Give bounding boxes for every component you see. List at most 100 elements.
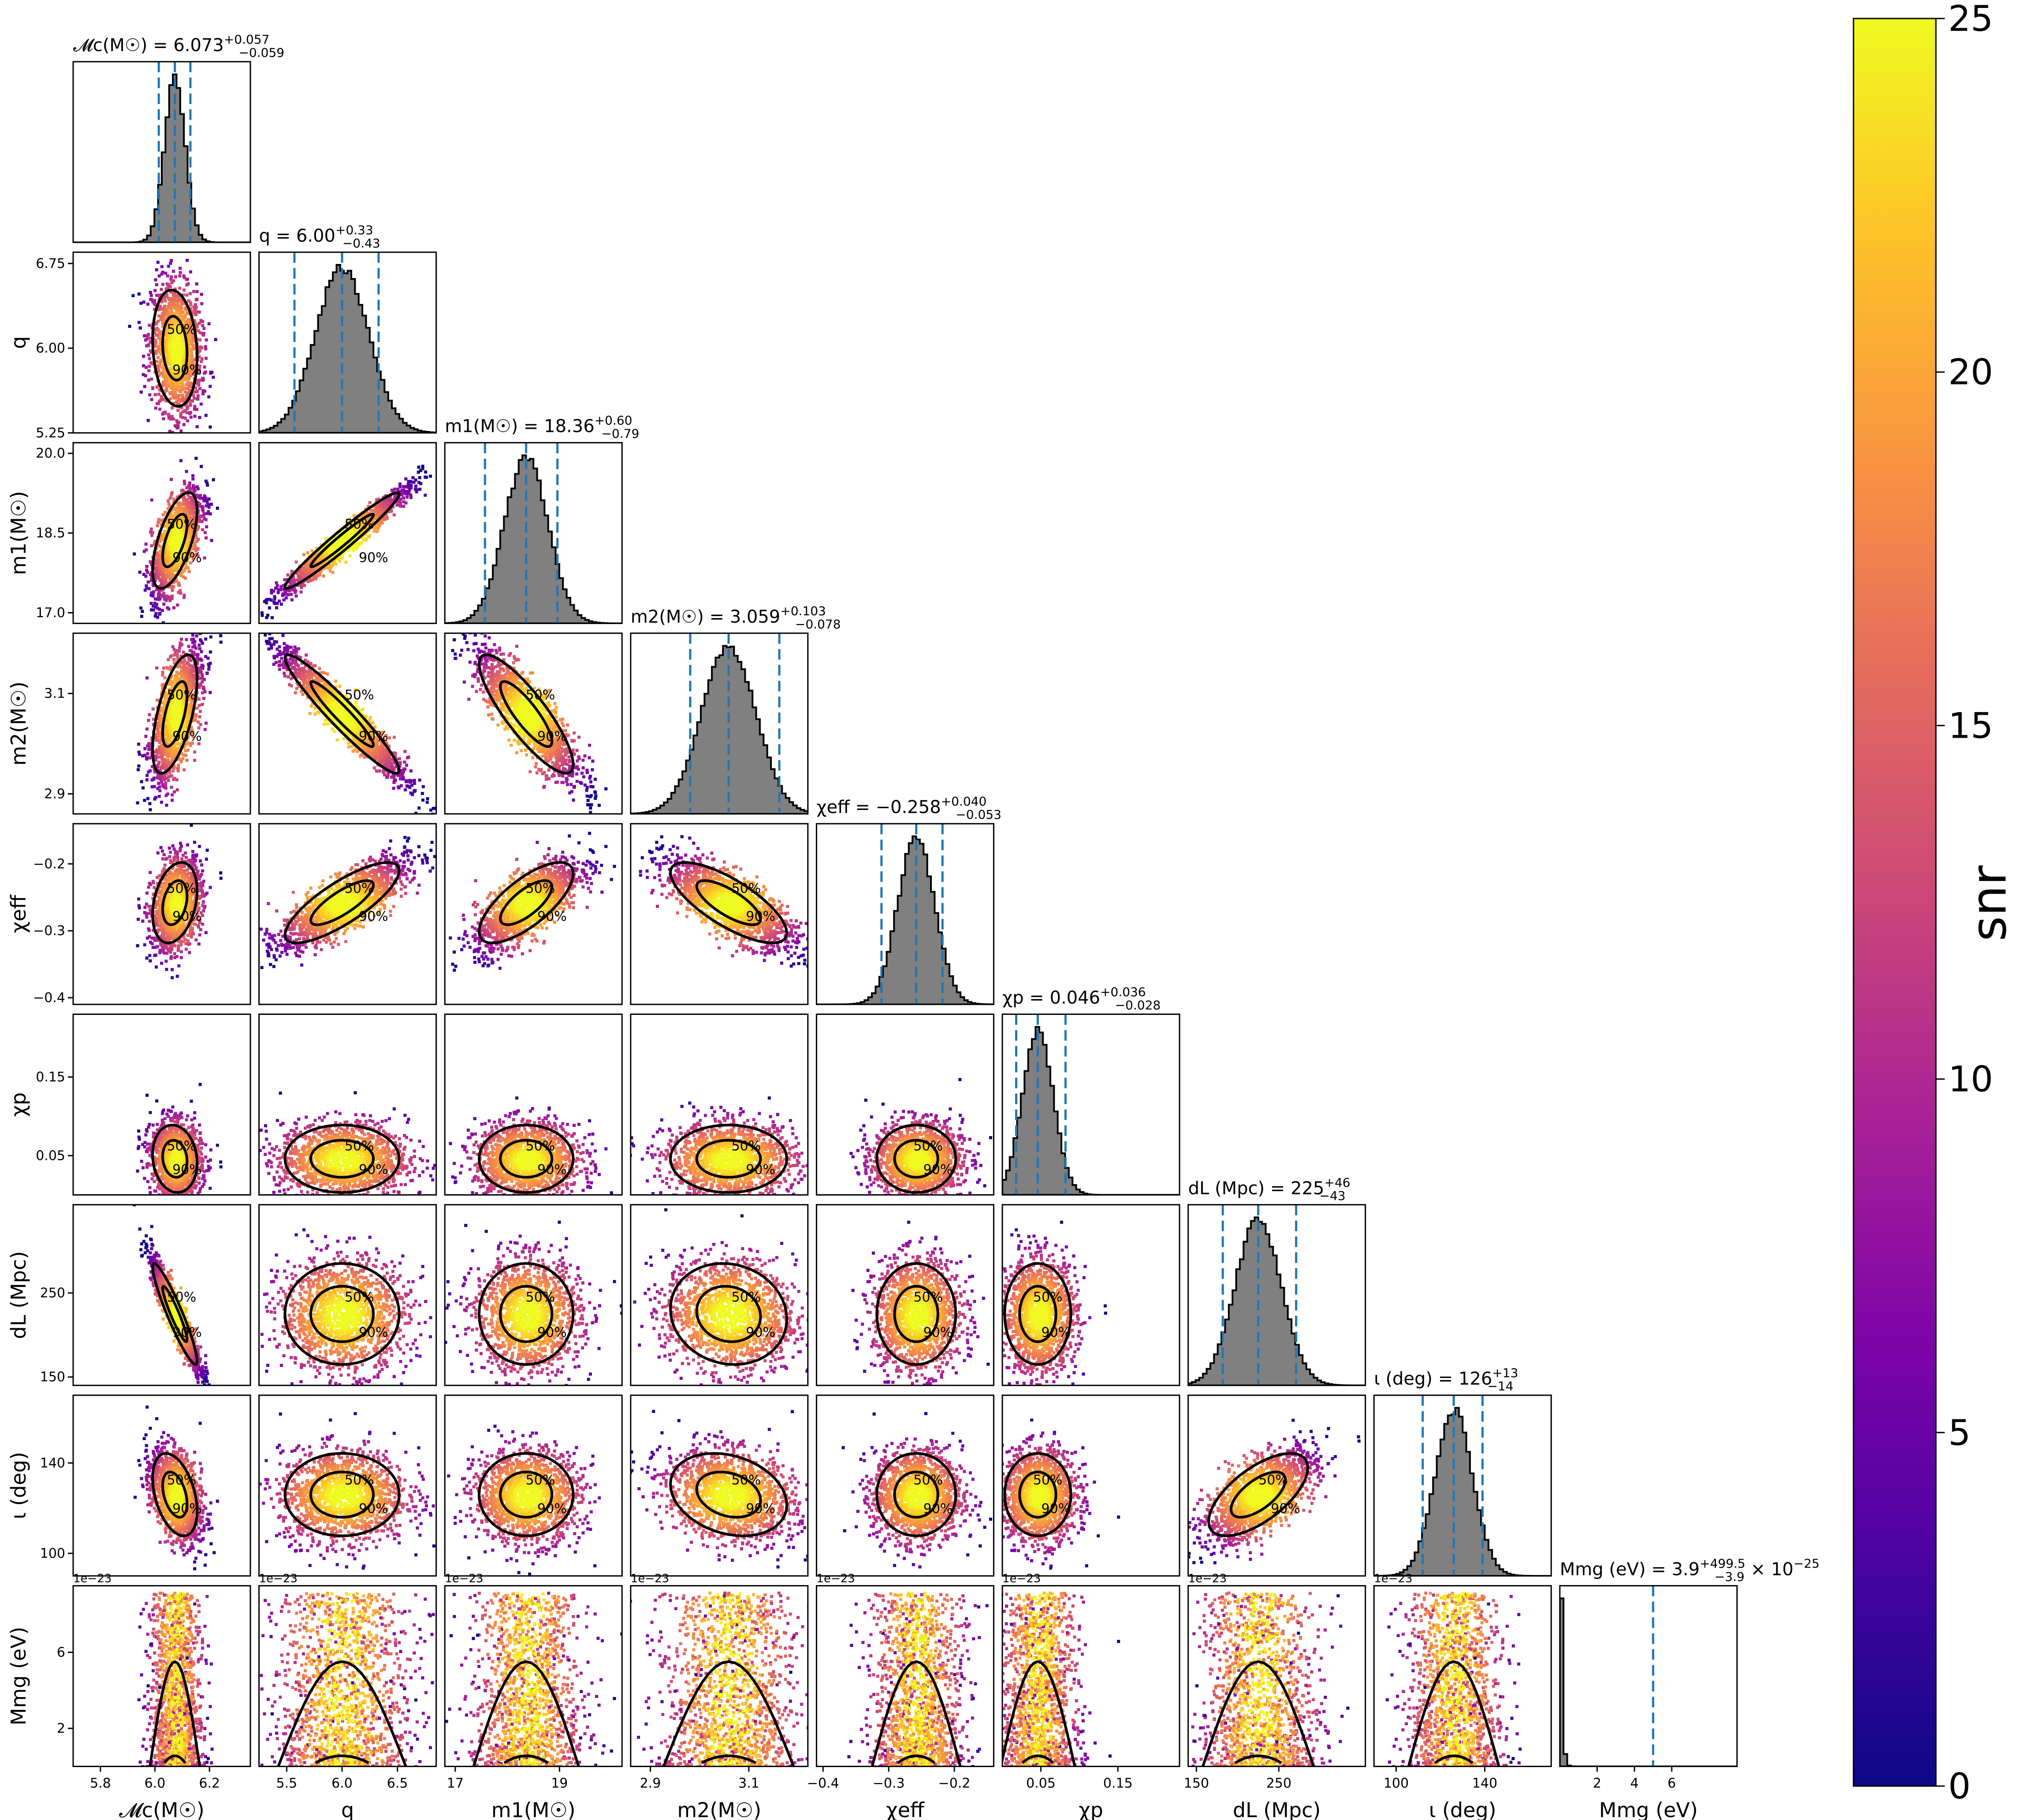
scatter-point	[345, 520, 349, 524]
scatter-point	[160, 359, 164, 363]
scatter-point	[179, 271, 182, 275]
scatter-point	[175, 579, 179, 583]
scatter-point	[149, 337, 152, 340]
scatter-point	[190, 552, 193, 556]
scatter-point	[178, 317, 181, 320]
scatter-point	[187, 384, 191, 387]
histogram	[445, 454, 622, 624]
scatter-point	[160, 523, 163, 526]
scatter-point	[372, 509, 375, 512]
scatter-point	[169, 321, 173, 324]
scatter-point	[171, 574, 175, 578]
scatter-point	[156, 553, 159, 556]
scatter-point	[153, 614, 157, 618]
scatter-point	[316, 566, 319, 569]
scatter-point	[163, 598, 166, 601]
scatter-point	[293, 579, 296, 582]
scatter-point	[151, 386, 154, 390]
scatter-point	[203, 365, 206, 369]
panel-title-text: m1(M☉) = 18.36+0.60 −0.79	[445, 413, 639, 441]
scatter-point	[190, 499, 194, 503]
scatter-point	[180, 520, 184, 523]
scatter-point	[185, 369, 189, 372]
scatter-point	[201, 324, 205, 327]
scatter-point	[146, 571, 149, 574]
scatter-point	[207, 510, 210, 513]
scatter-point	[382, 505, 385, 509]
scatter-point	[378, 511, 381, 514]
scatter-point	[348, 554, 352, 557]
scatter-point	[162, 307, 165, 310]
scatter-point	[163, 391, 167, 394]
scatter-point	[176, 426, 180, 429]
scatter-point	[165, 372, 168, 376]
scatter-point	[339, 530, 342, 534]
scatter-point	[188, 528, 192, 532]
scatter-point	[170, 334, 173, 338]
scatter-point	[204, 518, 208, 521]
scatter-point	[180, 509, 183, 512]
scatter-point	[174, 371, 177, 374]
scatter-point	[168, 369, 171, 373]
scatter-point	[164, 547, 167, 551]
scatter-point	[357, 525, 360, 529]
scatter-point	[192, 498, 195, 501]
scatter-point	[294, 594, 298, 598]
scatter-point	[324, 552, 328, 556]
scatter-point	[155, 385, 159, 389]
scatter-point	[169, 354, 173, 358]
scatter-point	[160, 538, 164, 541]
scatter-point	[165, 387, 168, 390]
scatter-point	[183, 563, 186, 566]
scatter-point	[144, 574, 148, 578]
scatter-point	[185, 486, 189, 490]
scatter-point	[156, 369, 160, 372]
scatter-point	[177, 335, 180, 338]
scatter-point	[168, 513, 172, 516]
scatter-point	[185, 559, 189, 563]
scatter-point	[172, 544, 176, 547]
scatter-point	[351, 533, 354, 536]
scatter-point	[319, 569, 323, 573]
scatter-point	[328, 550, 332, 553]
scatter-point	[204, 414, 208, 417]
scatter-point	[154, 341, 158, 345]
panel-title-text: 𝓜c(M☉) = 6.073+0.057 −0.059	[73, 32, 284, 60]
scatter-point	[186, 504, 190, 508]
scatter-point	[161, 621, 165, 624]
scatter-point	[154, 597, 157, 601]
scatter-point	[189, 341, 193, 344]
scatter-point	[157, 374, 161, 377]
scatter-point	[169, 290, 172, 294]
scatter-point	[171, 594, 174, 598]
scatter-point	[170, 491, 174, 494]
scatter-point	[176, 311, 180, 314]
scatter-point	[320, 555, 323, 559]
scatter-point	[188, 364, 192, 367]
scatter-point	[175, 532, 179, 535]
scatter-point	[169, 511, 172, 514]
scatter-point	[195, 328, 198, 332]
scatter-point	[306, 571, 310, 574]
scatter-point	[180, 369, 184, 372]
scatter-point	[301, 572, 305, 576]
scatter-point	[266, 613, 270, 617]
scatter-point	[183, 315, 186, 319]
title-plus: +0.057	[224, 32, 270, 47]
scatter-point	[409, 480, 413, 483]
scatter-point	[193, 520, 196, 524]
scatter-point	[328, 563, 332, 567]
scatter-point	[167, 557, 171, 560]
scatter-point	[162, 452, 165, 455]
scatter-point	[348, 523, 352, 527]
scatter-point	[190, 362, 194, 365]
scatter-point	[309, 561, 313, 564]
scatter-point	[133, 552, 136, 556]
y-tick-label: 18.5	[36, 526, 65, 541]
scatter-point	[140, 615, 143, 618]
scatter-point	[145, 548, 148, 552]
scatter-point	[178, 521, 182, 525]
scatter-point	[183, 416, 187, 420]
scatter-point	[151, 531, 155, 534]
scatter-point	[160, 583, 163, 587]
